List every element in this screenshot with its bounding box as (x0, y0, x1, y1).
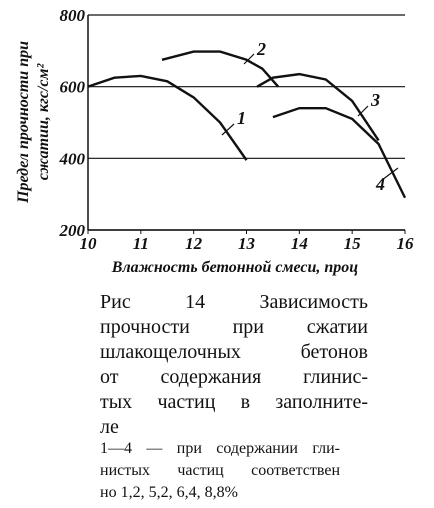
series-label: 1 (237, 108, 246, 128)
leader (381, 167, 399, 181)
x-axis-label: Влажность бетонной смеси, проц (111, 259, 358, 276)
text-line: прочности при сжатии (100, 316, 368, 338)
series-label: 4 (375, 174, 385, 194)
y-axis-label: Предел прочности при (15, 41, 32, 204)
line (256, 72, 380, 142)
x-tick-label: 12 (185, 234, 203, 253)
text-line: тых частиц в заполните- (100, 391, 368, 413)
x-tick-label: 16 (397, 234, 415, 253)
text-line: ле (100, 416, 119, 438)
text-line: нистых частиц соответствен (100, 462, 340, 479)
line (272, 106, 407, 199)
chart: Предел прочности при сжатии, кгс/см² Вла… (15, 6, 415, 276)
x-tick-label: 10 (80, 234, 98, 253)
x-tick-label: 13 (238, 234, 256, 253)
text-line: Рис 14 Зависимость (100, 291, 368, 313)
y-tick-label: 400 (59, 149, 86, 168)
text-line: от содержания глинис- (100, 366, 368, 388)
caption: Рис 14 Зависимость прочности при сжатии шл… (100, 290, 368, 440)
x-tick-label: 14 (291, 234, 308, 253)
line (87, 74, 248, 161)
x-tick-label: 15 (344, 234, 362, 253)
leader (243, 53, 255, 65)
text-line: шлакощелочных бетонов (100, 341, 368, 363)
series-label: 2 (256, 39, 266, 59)
y-axis-label: сжатии, кгс/см² (35, 63, 52, 181)
y-tick-label: 800 (60, 6, 86, 25)
line (161, 50, 280, 88)
leader (221, 123, 235, 136)
note: 1—4 — при содержании гли-нистых частиц с… (100, 438, 340, 504)
x-tick-label: 11 (133, 234, 149, 253)
y-tick-label: 600 (60, 78, 86, 97)
text-line: но 1,2, 5,2, 6,4, 8,8% (100, 484, 238, 501)
series-label: 3 (370, 90, 380, 110)
text-line: 1—4 — при содержании гли- (100, 440, 340, 457)
y-tick-label: 200 (59, 221, 86, 240)
